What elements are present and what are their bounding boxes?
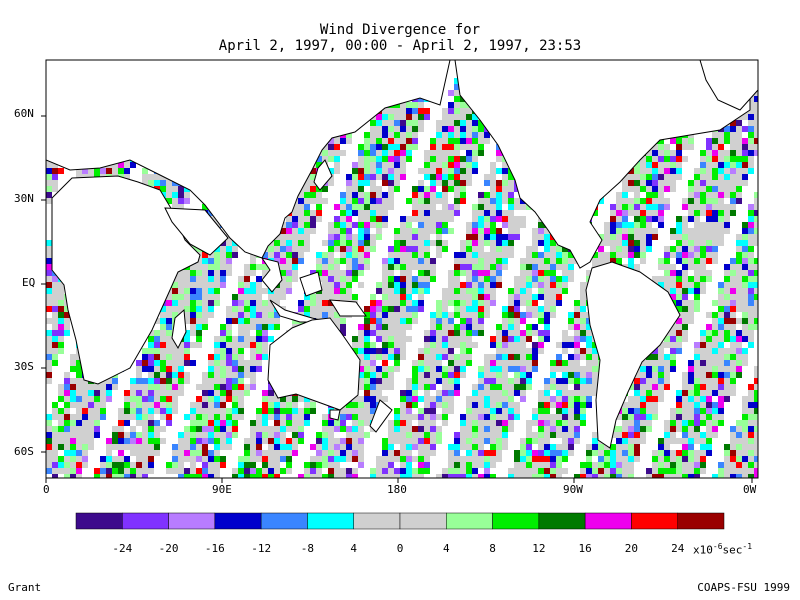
lon-label-0: 0: [43, 483, 50, 496]
lat-label-60s: 60S: [14, 445, 34, 458]
legend-tick-label: -12: [251, 542, 272, 555]
legend-swatch: [584, 512, 632, 530]
legend-tick-label: 8: [489, 542, 496, 555]
japan: [313, 159, 333, 191]
legend-tick-label: -16: [204, 542, 225, 555]
new-zealand: [369, 399, 393, 433]
eurasia: [46, 60, 451, 259]
lat-label-eq: EQ: [22, 276, 36, 289]
lon-label-0w: 0W: [743, 483, 757, 496]
legend-tick-label: 12: [532, 542, 546, 555]
africa: [51, 175, 201, 385]
legend-tick-label: -20: [158, 542, 179, 555]
legend-swatch: [353, 512, 401, 530]
tasmania: [329, 409, 341, 421]
legend-swatch: [677, 512, 725, 530]
map-date-range: April 2, 1997, 00:00 - April 2, 1997, 23…: [218, 38, 582, 54]
legend-swatch: [75, 512, 123, 530]
lon-label-90w: 90W: [563, 483, 583, 496]
legend-swatch: [492, 512, 540, 530]
lat-label-30n: 30N: [14, 192, 34, 205]
arabia: [164, 207, 229, 256]
legend-tick-label: 24: [671, 542, 685, 555]
legend-units: x10-6sec-1: [693, 542, 753, 557]
legend-tick-label: 16: [578, 542, 592, 555]
greenland: [699, 60, 758, 111]
legend-tick-label: 4: [442, 542, 450, 555]
legend-tick-label: 20: [624, 542, 639, 555]
lon-label-90e: 90E: [212, 483, 232, 496]
madagascar: [171, 308, 187, 350]
legend-swatch: [214, 512, 262, 530]
legend-tick-label: 0: [396, 542, 404, 555]
southeast-asia: [260, 257, 283, 293]
legend-tick-label: -8: [300, 542, 315, 555]
legend-swatch: [631, 512, 678, 530]
legend-swatch: [538, 512, 586, 530]
new-guinea: [329, 299, 367, 317]
land-masses: [46, 60, 758, 449]
south-america: [585, 261, 681, 449]
legend-swatch: [446, 512, 493, 530]
map-title: Wind Divergence for: [319, 22, 481, 38]
legend-swatch: [122, 512, 169, 530]
borneo: [299, 271, 323, 297]
legend-tick-label: 4: [350, 542, 358, 555]
lat-label-60n: 60N: [14, 107, 34, 120]
color-legend: [75, 512, 725, 530]
legend-swatch: [399, 512, 447, 530]
lon-label-180: 180: [387, 483, 407, 496]
legend-swatch: [168, 512, 216, 530]
legend-swatch: [307, 512, 354, 530]
legend-swatch: [260, 512, 308, 530]
map-frame: [45, 59, 759, 479]
footer-credit: COAPS-FSU 1999: [697, 581, 790, 594]
legend-tick-label: -24: [112, 542, 133, 555]
australia: [267, 317, 361, 411]
lat-label-30s: 30S: [14, 360, 34, 373]
north-america: [454, 60, 751, 269]
footer-author: Grant: [8, 581, 42, 594]
